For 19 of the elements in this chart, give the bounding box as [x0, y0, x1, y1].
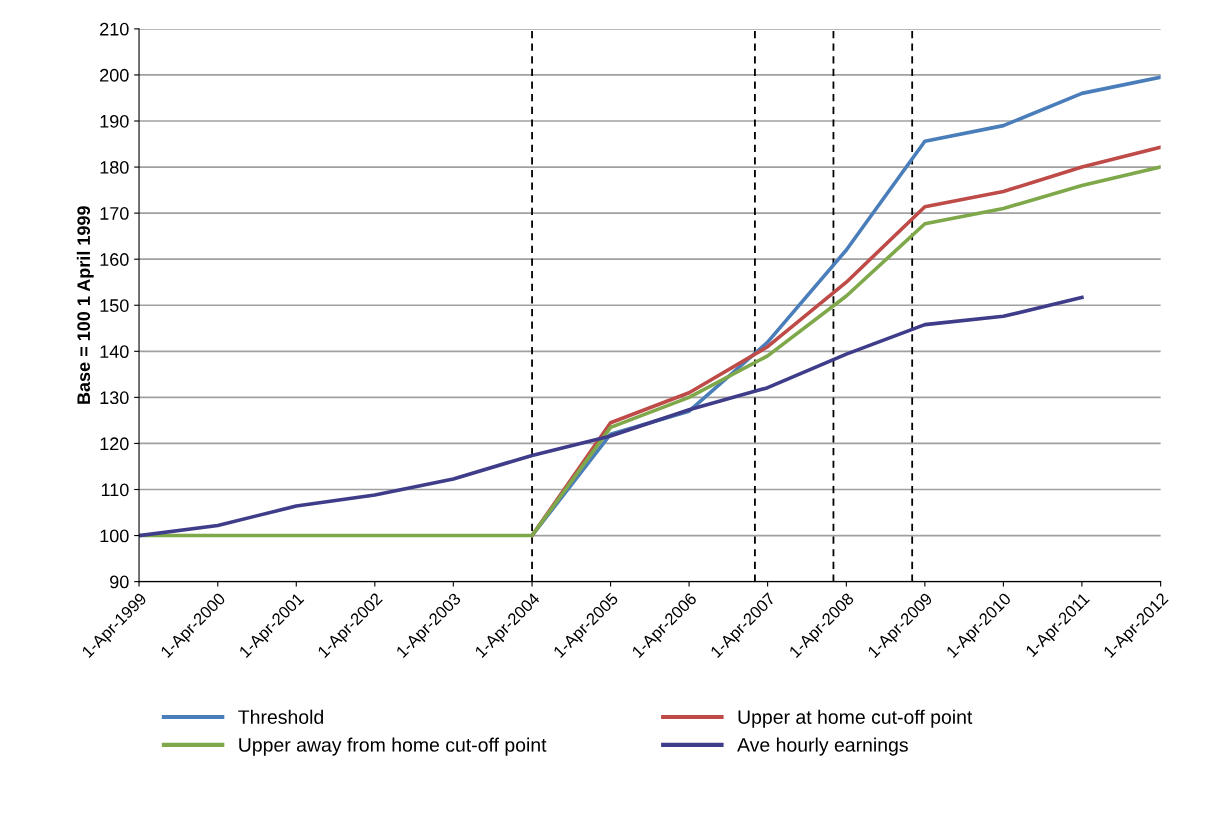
legend-label: Upper at home cut-off point — [738, 709, 973, 728]
y-tick-label: 180 — [100, 161, 129, 174]
y-axis-title: Base = 100 1 April 1999 — [76, 206, 94, 404]
y-tick-label: 100 — [100, 529, 129, 543]
legend-label: Ave hourly earnings — [737, 737, 908, 756]
legend-label: Upper away from home cut-off point — [239, 737, 547, 756]
y-tick-label: 200 — [100, 68, 129, 82]
line-series — [139, 295, 1084, 538]
y-tick-label: 190 — [100, 114, 129, 128]
legend-label: Threshold — [238, 709, 323, 724]
y-tick-label: 130 — [100, 391, 129, 405]
y-tick-label: 210 — [100, 22, 129, 36]
y-tick-label: 120 — [100, 437, 129, 451]
y-tick-label: 160 — [100, 253, 129, 266]
y-tick-label: 110 — [101, 483, 129, 497]
y-tick-label: 170 — [100, 207, 129, 220]
y-tick-label: 90 — [110, 575, 129, 589]
y-tick-label: 140 — [100, 345, 129, 359]
y-tick-label: 150 — [100, 299, 129, 312]
